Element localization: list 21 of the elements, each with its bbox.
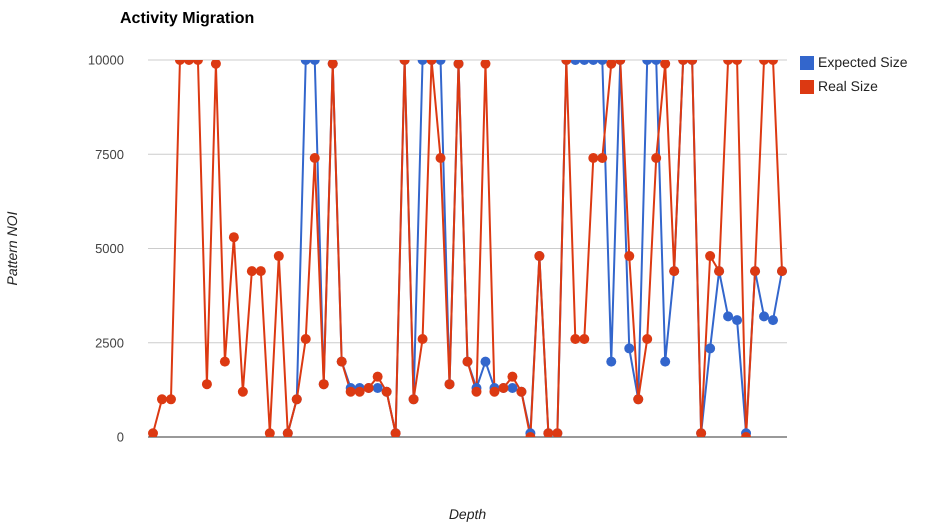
y-tick-label: 5000 <box>95 241 124 256</box>
point <box>768 315 778 326</box>
point <box>660 356 670 367</box>
y-axis-title: Pattern NOI <box>4 211 20 286</box>
x-axis-title: Depth <box>448 506 486 522</box>
chart-title: Activity Migration <box>120 10 254 28</box>
point <box>480 356 490 367</box>
point <box>507 382 518 393</box>
point <box>624 343 634 354</box>
legend-label: Real Size <box>818 78 878 94</box>
y-tick-label: 7500 <box>95 146 124 162</box>
point <box>732 315 742 326</box>
y-tick-label: 2500 <box>95 335 124 350</box>
point <box>759 311 770 322</box>
point <box>723 311 734 322</box>
legend-label: Expected Size <box>818 54 908 70</box>
point <box>705 343 716 354</box>
y-tick-label: 10000 <box>88 52 124 68</box>
point <box>372 382 383 393</box>
y-tick-label: 0 <box>116 430 124 445</box>
point <box>606 356 616 367</box>
